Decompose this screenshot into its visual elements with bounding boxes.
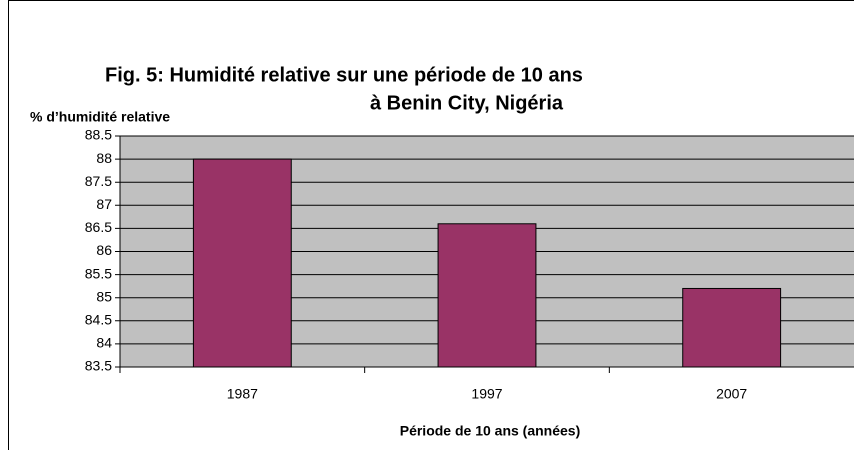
y-tick-label: 88 (96, 150, 112, 166)
x-tick-label: 1987 (227, 386, 258, 402)
y-tick-label: 86.5 (85, 219, 112, 235)
y-tick-label: 87.5 (85, 173, 112, 189)
y-tick-label: 85 (96, 288, 112, 304)
chart-title: Fig. 5: Humidité relative sur une périod… (105, 64, 583, 86)
y-tick-label: 88.5 (85, 127, 112, 143)
chart-subtitle: à Benin City, Nigéria (370, 92, 564, 114)
y-tick-label: 84.5 (85, 312, 112, 328)
y-tick-label: 86 (96, 242, 112, 258)
y-tick-label: 85.5 (85, 265, 112, 281)
y-tick-label: 87 (96, 196, 112, 212)
x-tick-label: 2007 (716, 386, 747, 402)
x-tick-label: 1997 (471, 386, 502, 402)
bar (682, 287, 782, 368)
y-tick-label: 83.5 (85, 358, 112, 374)
x-axis-label: Période de 10 ans (années) (400, 423, 581, 439)
bar (192, 158, 292, 368)
y-axis-label: % d’humidité relative (30, 109, 170, 125)
bar (437, 223, 537, 368)
y-tick-label: 84 (96, 335, 112, 351)
